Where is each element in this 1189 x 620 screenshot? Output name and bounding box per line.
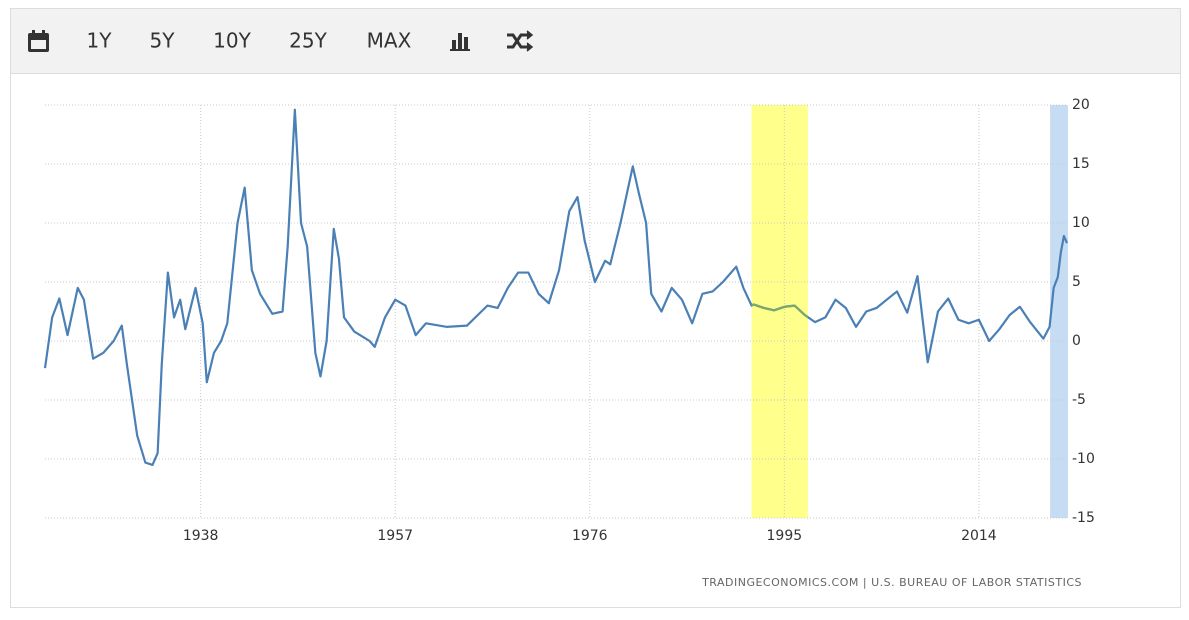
x-tick-label: 1995 <box>767 528 803 544</box>
x-tick-label: 1957 <box>377 528 413 544</box>
bar-chart-icon[interactable] <box>450 33 470 51</box>
range-button[interactable]: 25Y <box>289 29 327 53</box>
range-button[interactable]: 10Y <box>213 29 251 53</box>
y-tick-label: -15 <box>1072 510 1095 526</box>
source: TRADINGECONOMICS.COM | U.S. BUREAU OF LA… <box>701 576 1082 589</box>
x-tick-label: 1976 <box>572 528 608 544</box>
x-tick-label: 2014 <box>961 528 997 544</box>
line <box>43 108 1068 466</box>
calendar-icon[interactable] <box>28 30 49 52</box>
highlight-band <box>1050 105 1068 518</box>
x-tick-label: 1938 <box>183 528 219 544</box>
highlight-band <box>751 105 808 518</box>
y-tick-label: 20 <box>1072 97 1090 113</box>
y-tick-label: -10 <box>1072 451 1095 467</box>
range-button[interactable]: 1Y <box>87 29 113 53</box>
y-tick-label: -5 <box>1072 392 1086 408</box>
range-button[interactable]: MAX <box>367 29 412 53</box>
y-tick-label: 15 <box>1072 156 1090 172</box>
shuffle-icon[interactable] <box>507 30 534 52</box>
y-tick-label: 0 <box>1072 333 1081 349</box>
frame <box>10 8 1181 608</box>
y-tick-label: 5 <box>1072 274 1081 290</box>
y-tick-label: 10 <box>1072 215 1090 231</box>
range-button[interactable]: 5Y <box>150 29 176 53</box>
toolbar <box>10 8 1181 74</box>
